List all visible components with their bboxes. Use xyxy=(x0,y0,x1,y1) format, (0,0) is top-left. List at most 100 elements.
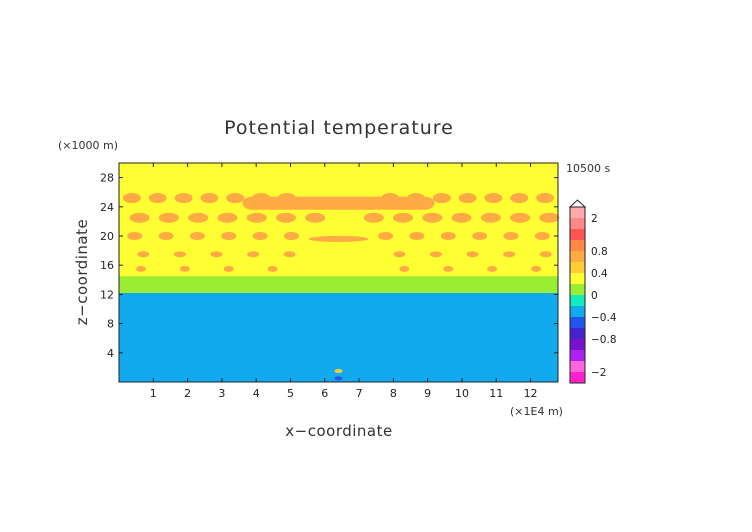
colorbar-tick-label: 0.4 xyxy=(591,268,608,280)
pattern-cell xyxy=(480,212,501,223)
y-tick-label: 24 xyxy=(100,201,114,214)
x-tick-label: 8 xyxy=(390,387,397,400)
pattern-cell xyxy=(275,212,296,223)
y-tick-label: 8 xyxy=(107,318,114,331)
colorbar-tick-label: 2 xyxy=(591,213,598,225)
colorbar-arrow xyxy=(568,199,587,208)
colorbar-segment xyxy=(570,240,585,251)
colorbar-segment xyxy=(570,251,585,262)
pattern-cell xyxy=(223,265,234,272)
pattern-cell xyxy=(409,232,425,240)
colorbar-segment xyxy=(570,361,585,372)
pattern-cell xyxy=(246,212,267,223)
x-tick-label: 10 xyxy=(455,387,469,400)
pattern-cell xyxy=(247,251,260,258)
pattern-cell xyxy=(252,232,268,240)
x-tick-label: 3 xyxy=(218,387,225,400)
x-tick-label: 4 xyxy=(253,387,260,400)
anomaly-0 xyxy=(334,369,343,374)
x-axis-title: x−coordinate xyxy=(285,422,392,440)
pattern-cell xyxy=(283,251,296,258)
pattern-cell xyxy=(135,265,146,272)
pattern-cell xyxy=(173,251,186,258)
pattern-cell xyxy=(129,212,150,223)
pattern-cell xyxy=(283,232,299,240)
y-tick-label: 20 xyxy=(100,230,114,243)
pattern-cell xyxy=(210,251,223,258)
pattern-cell xyxy=(200,193,219,204)
pattern-cell xyxy=(503,251,516,258)
x-tick-label: 7 xyxy=(356,387,363,400)
pattern-cell xyxy=(127,232,143,240)
x-tick-label: 2 xyxy=(184,387,191,400)
pattern-cell xyxy=(458,193,477,204)
x-tick-label: 1 xyxy=(150,387,157,400)
x-unit-label: (×1E4 m) xyxy=(510,405,563,418)
colorbar-segment xyxy=(570,306,585,317)
pattern-cell xyxy=(217,212,238,223)
y-tick-label: 28 xyxy=(100,172,114,185)
pattern-cell xyxy=(503,232,519,240)
colorbar-segment xyxy=(570,317,585,328)
pattern-cell xyxy=(443,265,454,272)
layer-lower xyxy=(119,292,558,382)
pattern-cell xyxy=(472,232,488,240)
pattern-cell xyxy=(378,232,394,240)
pattern-cell xyxy=(487,265,498,272)
pattern-cell xyxy=(158,212,179,223)
colorbar-segment xyxy=(570,350,585,361)
y-tick-label: 4 xyxy=(107,347,114,360)
central-lobe xyxy=(308,235,369,242)
pattern-cell xyxy=(510,193,529,204)
colorbar-segment xyxy=(570,229,585,240)
y-tick-label: 16 xyxy=(100,259,114,272)
x-tick-label: 6 xyxy=(321,387,328,400)
colorbar-frame xyxy=(569,206,586,384)
pattern-cell xyxy=(393,212,414,223)
pattern-cell xyxy=(158,232,174,240)
x-tick-label: 5 xyxy=(287,387,294,400)
colorbar: 2 0.8 0.4 0 −0.4 −0.8 −2 xyxy=(568,199,617,384)
pattern-cell xyxy=(432,193,451,204)
x-axis: 1 2 3 4 5 6 7 8 9 10 11 12 xyxy=(150,163,538,400)
colorbar-segment xyxy=(570,328,585,339)
anomaly-1 xyxy=(334,376,343,381)
pattern-cell xyxy=(510,212,531,223)
colorbar-tick-label: −0.8 xyxy=(591,334,617,346)
colorbar-tick-label: −0.4 xyxy=(591,312,617,324)
colorbar-segment xyxy=(570,218,585,229)
pattern-cell xyxy=(363,212,384,223)
y-axis-title: z−coordinate xyxy=(73,219,91,325)
colorbar-tick-label: 0 xyxy=(591,290,598,302)
plot-frame xyxy=(118,162,559,383)
pattern-cell xyxy=(174,193,193,204)
x-tick-label: 11 xyxy=(489,387,503,400)
layer-transition xyxy=(119,276,558,293)
colorbar-segment xyxy=(570,295,585,306)
pattern-cell xyxy=(466,251,479,258)
pattern-cell xyxy=(536,193,555,204)
colorbar-segment xyxy=(570,262,585,273)
pattern-cell xyxy=(305,212,326,223)
colorbar-segment xyxy=(570,339,585,350)
pattern-cell xyxy=(179,265,190,272)
pattern-cell xyxy=(429,251,442,258)
pattern-cell xyxy=(422,212,443,223)
pattern-cell xyxy=(267,265,278,272)
pattern-cell xyxy=(393,251,406,258)
pattern-cell xyxy=(531,265,542,272)
pattern-cell xyxy=(189,232,205,240)
colorbar-tick-label: −2 xyxy=(591,367,606,379)
x-tick-label: 12 xyxy=(524,387,538,400)
pattern-cell xyxy=(539,212,560,223)
colorbar-segment xyxy=(570,372,585,383)
time-label: 10500 s xyxy=(566,162,610,175)
pattern-cell xyxy=(451,212,472,223)
pattern-cell xyxy=(148,193,167,204)
layer-top xyxy=(119,163,558,174)
pattern-cell xyxy=(539,251,552,258)
pattern-cell xyxy=(221,232,237,240)
plot-area xyxy=(118,162,560,383)
pattern-cell xyxy=(188,212,209,223)
pattern-cell xyxy=(137,251,150,258)
